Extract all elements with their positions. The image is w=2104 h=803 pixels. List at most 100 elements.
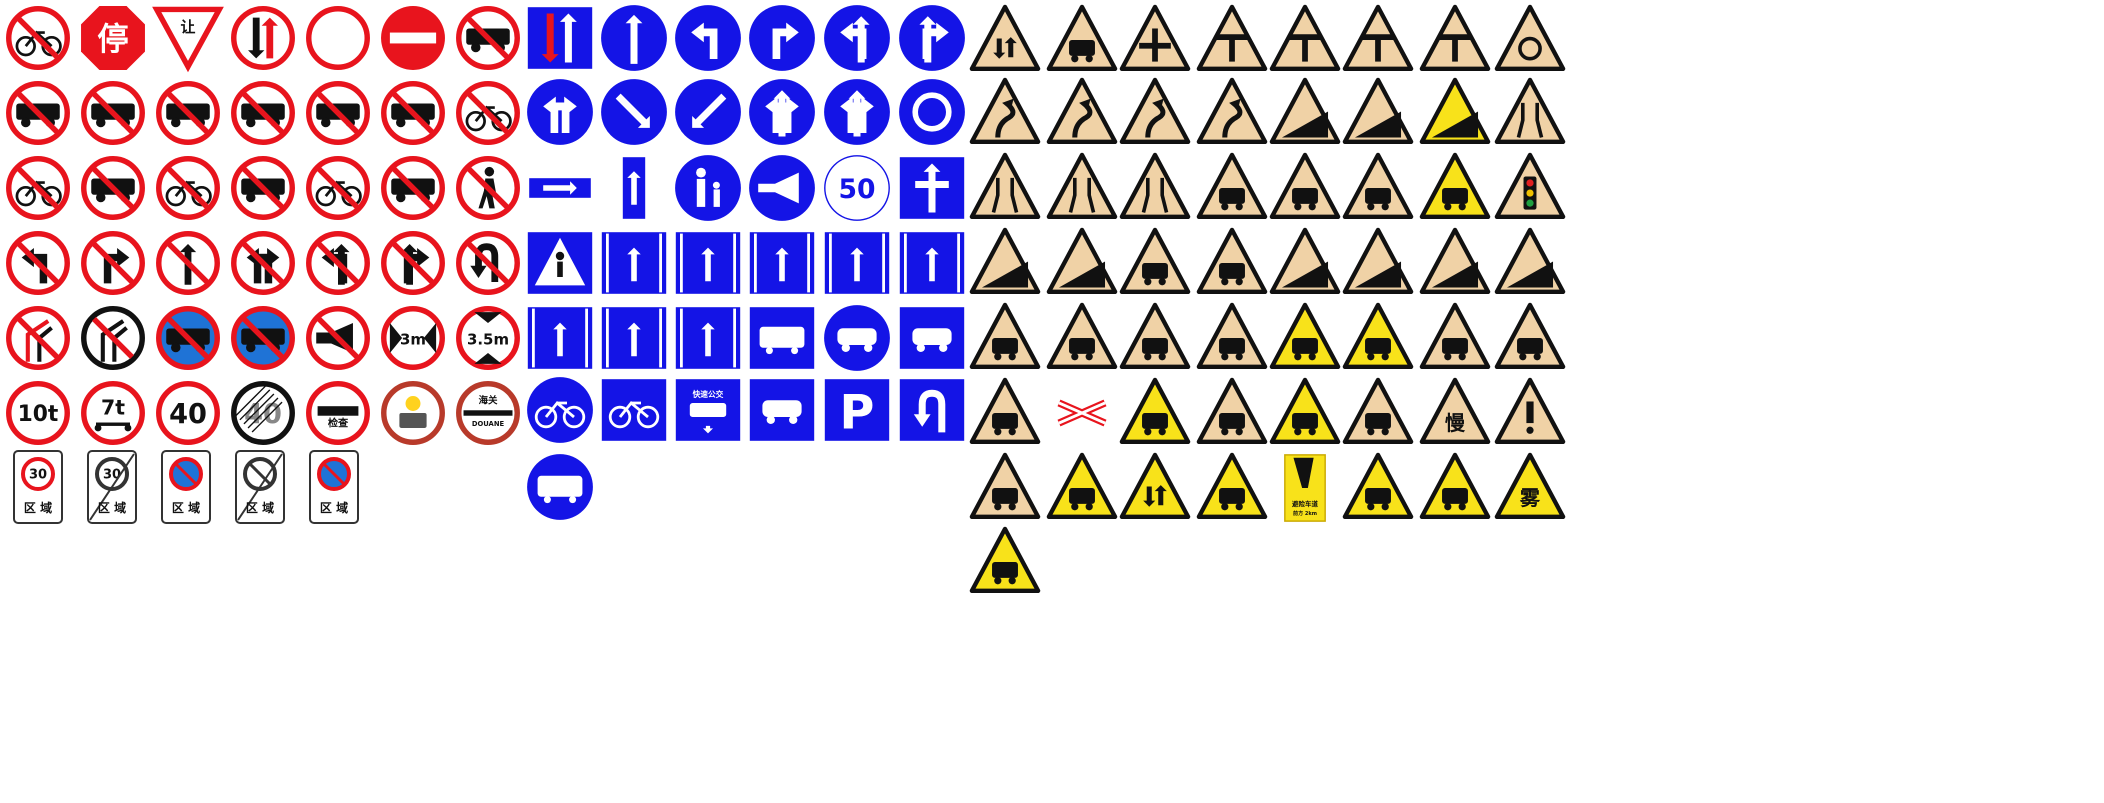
pedestrian-crossing-sign	[527, 232, 593, 294]
embankment-left-sign	[1419, 227, 1491, 294]
no-horse-cart-sign	[231, 156, 295, 220]
keep-right-sign	[601, 79, 667, 145]
no-left-right-sign	[231, 231, 295, 295]
no-car-sign	[456, 6, 520, 70]
steep-ascent-yellow-sign	[1419, 77, 1491, 144]
no-pickup-sign	[81, 81, 145, 145]
no-van-sign	[231, 81, 295, 145]
sign-text: 让	[181, 18, 196, 36]
sign-text: 区 域	[24, 500, 52, 515]
lane-right-sign	[601, 232, 667, 294]
bus-lane-sign	[749, 307, 815, 369]
height-limit-sign: 3.5m	[456, 306, 520, 370]
lane-straight-sign	[749, 232, 815, 294]
priority-over-oncoming-sign	[527, 7, 593, 69]
crossroad-sign	[1119, 4, 1191, 71]
no-tractor-2-sign	[81, 156, 145, 220]
sharp-curve-sign	[969, 77, 1041, 144]
sign-text: 30	[29, 468, 47, 483]
tunnel-sign	[1046, 302, 1118, 369]
slow-sign: 慢	[1419, 377, 1491, 444]
reverse-curve-sign	[1046, 77, 1118, 144]
min-speed-sign: 50	[824, 155, 890, 221]
motor-vehicle-lane-sign	[899, 157, 965, 219]
narrowing-right-sign	[969, 152, 1041, 219]
sign-text: 快速公交	[692, 389, 724, 399]
sign-text: 停	[97, 21, 128, 57]
right-turn-sign	[749, 5, 815, 71]
no-parking-sign	[231, 306, 295, 370]
falling-rocks-left-sign	[969, 227, 1041, 294]
speed-limit-sign: 40	[156, 381, 220, 445]
two-way-yellow-sign	[1119, 452, 1191, 519]
weight-limit-sign: 10t	[6, 381, 70, 445]
sign-text: 慢	[1445, 411, 1466, 435]
parking-sign: P	[824, 379, 890, 441]
crosswind-sign	[1119, 227, 1191, 294]
roundabout-sign	[899, 79, 965, 145]
right-and-straight-sign	[899, 5, 965, 71]
no-trailer-sign	[306, 81, 370, 145]
sign-text: 检查	[328, 416, 349, 429]
sign-text: 30	[103, 468, 121, 483]
railway-cross-sign	[1057, 399, 1107, 427]
uneven-yellow-sign	[1342, 302, 1414, 369]
bicycle-lane-arrow-sign	[601, 379, 667, 441]
no-left-turn-sign	[6, 231, 70, 295]
sign-text: 区 域	[98, 500, 126, 515]
one-way-up-sign	[622, 157, 646, 219]
winding-road-sign	[1119, 77, 1191, 144]
one-way-sign	[529, 178, 591, 198]
sound-horn-sign	[749, 155, 815, 221]
ford-sign	[1419, 302, 1491, 369]
sign-text: 避险车道	[1292, 499, 1318, 508]
stop-sign: 停	[81, 6, 145, 70]
sign-text: 区 域	[320, 500, 348, 515]
no-rickshaw-sign	[306, 156, 370, 220]
ice-sign	[1342, 452, 1414, 519]
continuous-curves-sign	[1196, 77, 1268, 144]
axle-limit-sign: 7t	[81, 381, 145, 445]
sign-text: 区 域	[172, 500, 200, 515]
tunnel-lights-sign	[1046, 452, 1118, 519]
lane-left-straight-sign	[899, 232, 965, 294]
children-sign	[1269, 152, 1341, 219]
traffic-signals-sign	[1494, 152, 1566, 219]
cattle-sign	[1342, 152, 1414, 219]
no-bicycle-sign	[156, 156, 220, 220]
sign-text: 40	[169, 399, 207, 430]
no-motorcycle-sign	[6, 6, 70, 70]
roundabout-sign	[1494, 4, 1566, 71]
t-junction-right-sign	[1196, 4, 1268, 71]
sign-text: 前方 2km	[1293, 510, 1317, 517]
narrowing-both-sign	[1494, 77, 1566, 144]
sign-text: 区 域	[246, 500, 274, 515]
ferry-sign	[1119, 302, 1191, 369]
no-stopping-sign	[156, 306, 220, 370]
no-tractor-sign	[381, 81, 445, 145]
hump-bridge-sign	[1196, 302, 1268, 369]
merge-yellow-sign	[1196, 452, 1268, 519]
zone-no-parking-sign: 区 域	[161, 450, 211, 524]
lane-arrows-sign	[675, 307, 741, 369]
no-straight-sign	[156, 231, 220, 295]
left-and-right-sign	[527, 79, 593, 145]
sign-text: 50	[838, 174, 875, 205]
no-tricycle-sign	[456, 81, 520, 145]
left-right-straight-sign	[749, 79, 815, 145]
sign-text: 海关	[478, 394, 498, 406]
sign-text: 10t	[18, 402, 59, 427]
t-junction-sign	[1342, 4, 1414, 71]
steep-ascent-sign	[1342, 77, 1414, 144]
t-junction-left-sign	[1269, 4, 1341, 71]
zone-end-no-parking-sign: 区 域	[235, 450, 285, 524]
two-way-sign	[969, 4, 1041, 71]
inspection-sign: 检查	[306, 381, 370, 445]
left-turn-sign	[675, 5, 741, 71]
keep-left-sign	[675, 79, 741, 145]
y-junction-sign	[1419, 4, 1491, 71]
sign-text: P	[840, 385, 875, 440]
village-sign	[969, 302, 1041, 369]
embankment-right-sign	[1494, 227, 1566, 294]
